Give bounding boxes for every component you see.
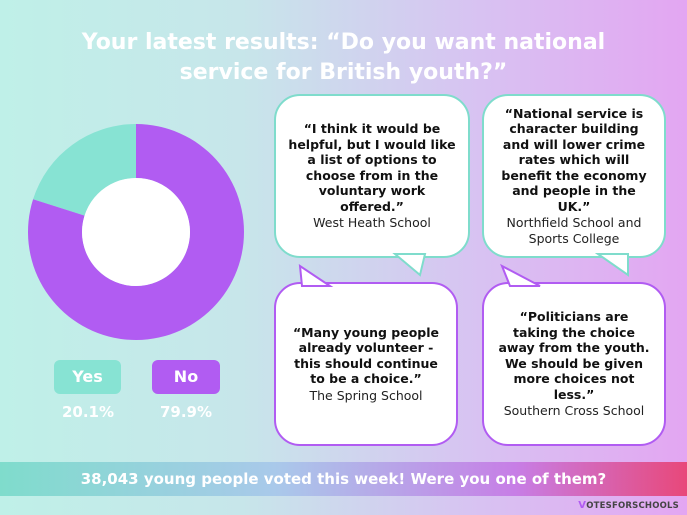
quote-text: “National service is character building … xyxy=(501,105,647,214)
legend-no-pill: No xyxy=(152,360,220,394)
slice-no xyxy=(28,124,244,340)
legend-yes-pill: Yes xyxy=(54,360,121,394)
legend-yes-label: Yes xyxy=(72,367,103,386)
quote-bubble-2: “National service is character building … xyxy=(482,94,666,258)
slice-yes xyxy=(33,124,136,216)
page-title: Your latest results: “Do you want nation… xyxy=(60,28,627,88)
quote-school: Northfield School and Sports College xyxy=(506,215,642,246)
quote-school: The Spring School xyxy=(309,387,423,403)
brand-logo: VOTESFORSCHOOLS xyxy=(578,500,679,511)
legend-no-label: No xyxy=(173,367,199,386)
quote-bubble-3: “Many young people already volunteer - t… xyxy=(274,282,458,446)
no-percentage: 79.9% xyxy=(159,403,213,421)
footer-banner: 38,043 young people voted this week! Wer… xyxy=(0,462,687,496)
donut-hole xyxy=(82,178,190,286)
quote-school: Southern Cross School xyxy=(503,403,645,419)
donut-chart xyxy=(28,124,244,340)
quote-bubble-1: “I think it would be helpful, but I woul… xyxy=(274,94,470,258)
logo-text: OTESFORSCHOOLS xyxy=(586,501,679,511)
quote-bubble-4: “Politicians are taking the choice away … xyxy=(482,282,666,446)
quote-text: “I think it would be helpful, but I woul… xyxy=(288,121,456,214)
logo-mark: V xyxy=(578,500,587,511)
yes-percentage: 20.1% xyxy=(61,403,115,421)
quote-text: “Many young people already volunteer - t… xyxy=(292,324,440,387)
quote-text: “Politicians are taking the choice away … xyxy=(498,309,650,402)
title-line-1: Your latest results: “Do you want nation… xyxy=(81,30,606,55)
title-line-2: service for British youth?” xyxy=(179,60,508,85)
quote-school: West Heath School xyxy=(313,215,431,231)
